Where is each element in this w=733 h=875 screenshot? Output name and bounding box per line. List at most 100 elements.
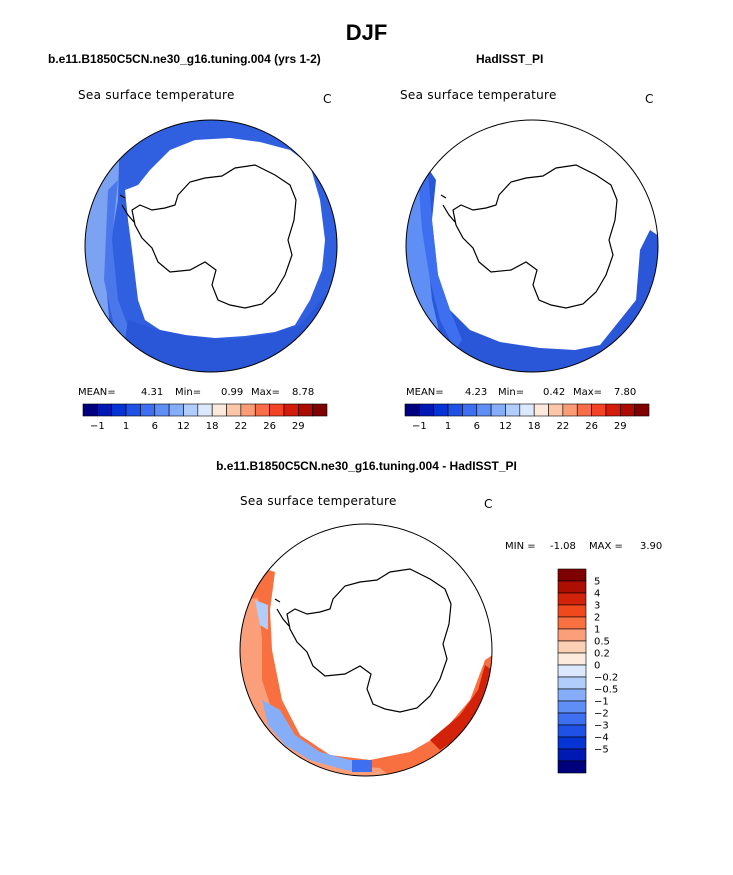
colorbar1-swatch [168, 403, 184, 417]
colorbar3-swatch [557, 688, 587, 702]
panel2-min-label: Min= [498, 387, 525, 398]
map3-moderate-anomaly [240, 598, 400, 776]
colorbar2-swatch [605, 403, 621, 417]
panel2-mean-label: MEAN= [406, 387, 444, 398]
colorbar-panel2: −1 1 6 12 18 22 26 29 [404, 403, 650, 432]
panel1-mean-label: MEAN= [78, 387, 116, 398]
colorbar3-tick-label: −3 [594, 721, 609, 732]
map1-polar [84, 119, 338, 373]
colorbar2-swatch [591, 403, 607, 417]
colorbar1-swatch [211, 403, 227, 417]
map3-boundary [239, 523, 493, 777]
colorbar1-swatch [140, 403, 156, 417]
colorbar1-swatch [197, 403, 213, 417]
colorbar2-swatch [533, 403, 549, 417]
colorbar3-tick-label: 2 [594, 613, 600, 624]
panel1-variable-label: Sea surface temperature [78, 88, 235, 102]
colorbar3-swatch [557, 652, 587, 666]
colorbar2-swatch [576, 403, 592, 417]
colorbar3-swatch [557, 676, 587, 690]
colorbar1-swatch [111, 403, 127, 417]
map2-mid-band [418, 172, 462, 350]
colorbar1-swatch [226, 403, 242, 417]
panel3-max-value: 3.90 [640, 541, 663, 552]
panel2-title: HadISST_PI [476, 52, 544, 66]
panel2-min-value: 0.42 [543, 387, 566, 398]
colorbar2-swatch [462, 403, 478, 417]
panel3-title: b.e11.B1850C5CN.ne30_g16.tuning.004 - Ha… [216, 459, 517, 473]
colorbar1-swatch [297, 403, 313, 417]
colorbar2-tick-label: 1 [445, 421, 451, 432]
panel2-units-label: C [645, 92, 654, 106]
colorbar1-tick-label: −1 [90, 421, 105, 432]
map3-strong-warm-anomaly [430, 665, 492, 750]
colorbar2-swatch [619, 403, 635, 417]
map3-polar [239, 523, 493, 777]
map2-boundary [405, 119, 659, 373]
map3-antarctica-coastline [286, 568, 452, 713]
colorbar3-swatch [557, 712, 587, 726]
colorbar3-swatch [557, 700, 587, 714]
colorbar3-swatch [557, 748, 587, 762]
colorbar2-swatch [419, 403, 435, 417]
colorbar1-tick-label: 29 [292, 421, 305, 432]
colorbar2-swatch [447, 403, 463, 417]
colorbar1-tick-label: 12 [177, 421, 190, 432]
colorbar2-tick-label: 29 [614, 421, 627, 432]
colorbar1-swatch [312, 403, 328, 417]
colorbar3-tick-label: 4 [594, 589, 600, 600]
colorbar3-swatch [557, 736, 587, 750]
panel1-max-value: 8.78 [292, 387, 315, 398]
panel3-min-label: MIN = [505, 541, 536, 552]
map2-polar [405, 119, 659, 373]
map3-peninsula-coastline [274, 598, 290, 627]
colorbar3-tick-label: −1 [594, 697, 609, 708]
panel2-max-label: Max= [573, 387, 603, 398]
panel1-min-label: Min= [175, 387, 202, 398]
colorbar2-tick-label: 12 [499, 421, 512, 432]
colorbar2-tick-label: 26 [585, 421, 598, 432]
page-title: DJF [345, 20, 388, 45]
panel1-min-value: 0.99 [221, 387, 244, 398]
panel3-units-label: C [484, 497, 493, 511]
panel2-variable-label: Sea surface temperature [400, 88, 557, 102]
colorbar3-swatch [557, 568, 587, 582]
colorbar3-swatch [557, 664, 587, 678]
colorbar3-tick-label: −0.5 [594, 685, 618, 696]
colorbar2-swatch [404, 403, 420, 417]
map2-peninsula-coastline [440, 194, 456, 223]
colorbar2-swatch [490, 403, 506, 417]
colorbar3-tick-label: 0.2 [594, 649, 610, 660]
colorbar3-swatch [557, 640, 587, 654]
colorbar3-tick-label: −5 [594, 745, 609, 756]
colorbar1-swatch [154, 403, 170, 417]
colorbar1-swatch [125, 403, 141, 417]
colorbar1-swatch [269, 403, 285, 417]
colorbar3-tick-label: 0.5 [594, 637, 610, 648]
colorbar1-swatch [283, 403, 299, 417]
colorbar-panel1: −1 1 6 12 18 22 26 29 [82, 403, 328, 432]
colorbar3-swatch [557, 580, 587, 594]
colorbar1-swatch [254, 403, 270, 417]
colorbar3-swatch [557, 604, 587, 618]
colorbar3-swatch [557, 724, 587, 738]
colorbar3-tick-label: 1 [594, 625, 600, 636]
colorbar1-tick-label: 18 [206, 421, 219, 432]
colorbar1-tick-label: 6 [152, 421, 158, 432]
colorbar2-swatch [476, 403, 492, 417]
map2-antarctica-coastline [452, 164, 618, 309]
colorbar3-swatch [557, 616, 587, 630]
colorbar2-tick-label: −1 [412, 421, 427, 432]
panel2-max-value: 7.80 [614, 387, 637, 398]
colorbar2-tick-label: 6 [474, 421, 480, 432]
colorbar3-tick-label: −0.2 [594, 673, 618, 684]
map1-peninsula-coastline [119, 194, 135, 223]
colorbar1-tick-label: 22 [235, 421, 248, 432]
panel1-units-label: C [323, 92, 332, 106]
map1-mid-band [104, 180, 150, 360]
colorbar3-tick-label: −2 [594, 709, 609, 720]
panel3-variable-label: Sea surface temperature [240, 494, 397, 508]
panel3-min-value: -1.08 [550, 541, 576, 552]
